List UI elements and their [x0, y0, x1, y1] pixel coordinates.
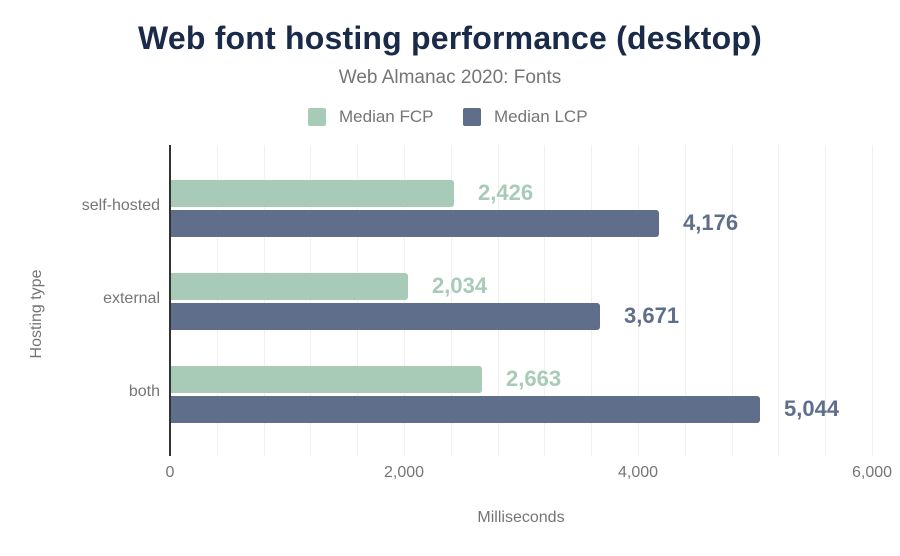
category-label: self-hosted — [81, 197, 160, 214]
gridline — [451, 145, 452, 456]
y-axis-title: Hosting type — [28, 269, 45, 359]
category-label: both — [128, 383, 160, 400]
legend-label-lcp: Median LCP — [494, 107, 588, 126]
value-label-fcp: 2,663 — [506, 366, 562, 391]
gridline — [404, 145, 405, 456]
gridline — [872, 145, 873, 456]
category-label: external — [103, 290, 160, 307]
bar-fcp-external[interactable] — [171, 273, 408, 300]
bar-lcp-external[interactable] — [171, 303, 600, 330]
gridline — [217, 145, 218, 456]
y-axis-line — [169, 145, 171, 456]
value-label-fcp: 2,034 — [432, 273, 488, 298]
gridline — [825, 145, 826, 456]
gridline — [778, 145, 779, 456]
legend-item-lcp[interactable]: Median LCP — [463, 106, 588, 128]
x-tick-label: 6,000 — [851, 464, 893, 481]
value-label-lcp: 5,044 — [784, 396, 840, 421]
gridline — [685, 145, 686, 456]
value-label-fcp: 2,426 — [478, 180, 534, 205]
x-tick-label: 0 — [165, 464, 175, 481]
gridline — [638, 145, 639, 456]
bar-fcp-both[interactable] — [171, 366, 482, 393]
gridline — [264, 145, 265, 456]
legend-label-fcp: Median FCP — [339, 107, 434, 126]
bar-lcp-self-hosted[interactable] — [171, 210, 659, 237]
x-tick-label: 2,000 — [383, 464, 425, 481]
legend-swatch-lcp — [463, 108, 481, 126]
bar-fcp-self-hosted[interactable] — [171, 180, 454, 207]
bar-lcp-both[interactable] — [171, 396, 760, 423]
legend-item-fcp[interactable]: Median FCP — [308, 106, 433, 128]
value-label-lcp: 4,176 — [683, 210, 739, 235]
gridline — [591, 145, 592, 456]
legend: Median FCP Median LCP — [0, 106, 900, 128]
gridline — [310, 145, 311, 456]
legend-swatch-fcp — [308, 108, 326, 126]
chart-subtitle: Web Almanac 2020: Fonts — [338, 67, 562, 88]
value-label-lcp: 3,671 — [624, 303, 680, 328]
x-tick-label: 4,000 — [617, 464, 659, 481]
gridline — [544, 145, 545, 456]
x-axis-title: Milliseconds — [477, 509, 565, 526]
gridline — [357, 145, 358, 456]
chart-title: Web font hosting performance (desktop) — [138, 20, 762, 56]
gridline — [732, 145, 733, 456]
gridline — [498, 145, 499, 456]
